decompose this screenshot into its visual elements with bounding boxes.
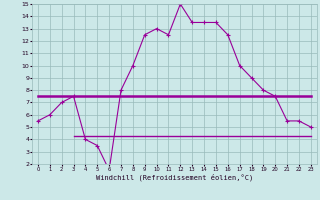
X-axis label: Windchill (Refroidissement éolien,°C): Windchill (Refroidissement éolien,°C) bbox=[96, 173, 253, 181]
